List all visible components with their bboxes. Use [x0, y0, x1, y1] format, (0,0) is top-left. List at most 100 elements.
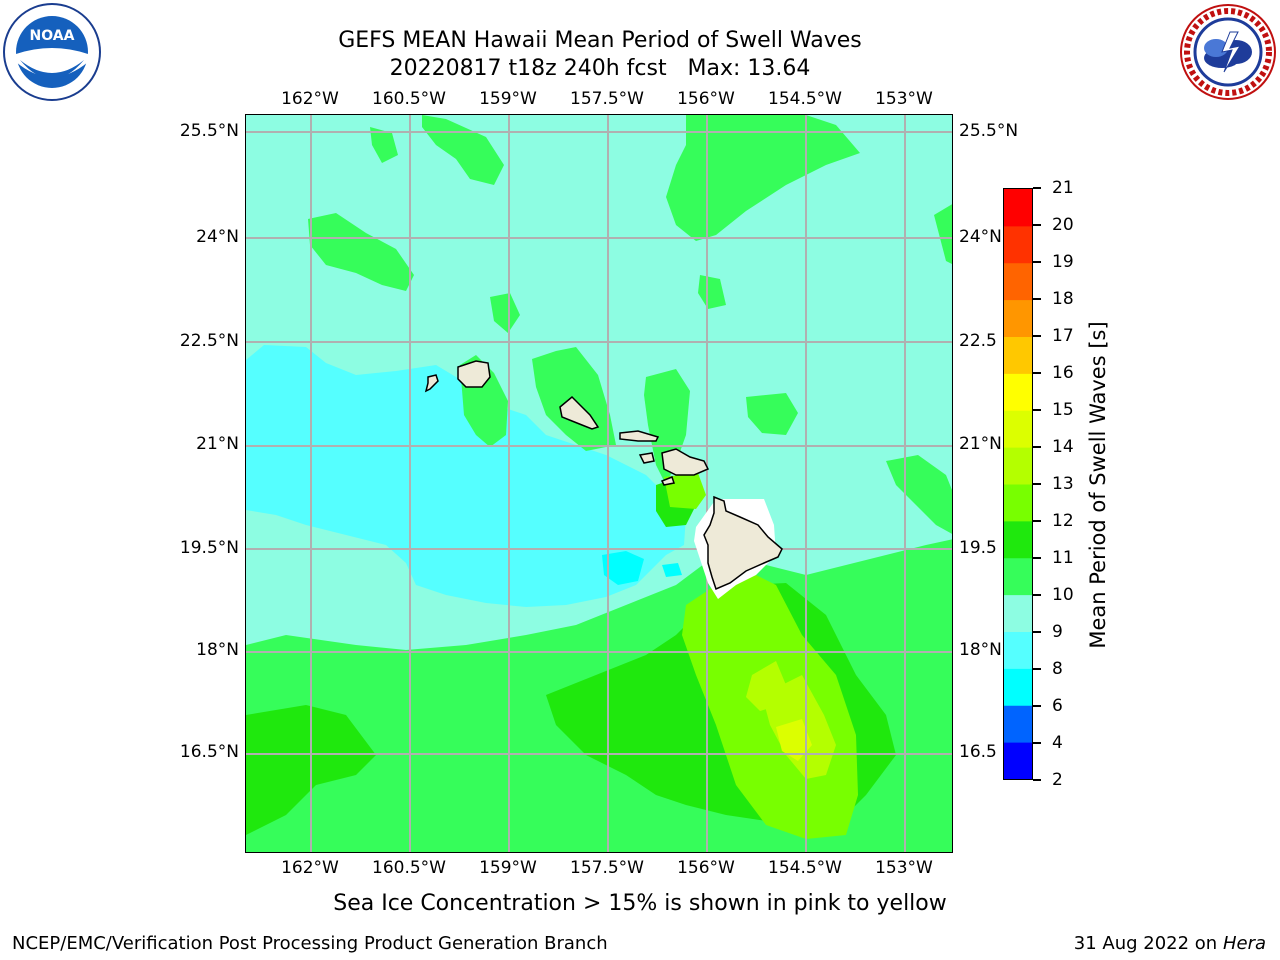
- colorbar-segment: [1004, 520, 1032, 559]
- colorbar-tick-label: 11: [1052, 548, 1074, 568]
- sea-ice-note: Sea Ice Concentration > 15% is shown in …: [333, 891, 947, 916]
- colorbar-tick-mark: [1033, 298, 1041, 300]
- region-period-12-13-b: [664, 473, 706, 509]
- region-period-10-11-north-c: [308, 213, 414, 291]
- colorbar-tick-mark: [1033, 483, 1041, 485]
- colorbar-tick-mark: [1033, 557, 1041, 559]
- footer-date-text: 31 Aug 2022 on: [1073, 933, 1218, 954]
- longitude-label-top: 154.5°W: [768, 89, 842, 109]
- colorbar-segment: [1004, 594, 1032, 632]
- colorbar-segment: [1004, 189, 1032, 227]
- region-period-10-11-east: [886, 455, 952, 534]
- colorbar-segment: [1004, 705, 1032, 743]
- island-molokai: [619, 430, 660, 442]
- latitude-label-left: 18°N: [196, 640, 239, 660]
- colorbar-tick-mark: [1033, 261, 1041, 263]
- colorbar-tick-label: 14: [1052, 437, 1074, 457]
- latitude-label-right: 19.5: [959, 538, 997, 558]
- colorbar-tick-mark: [1033, 742, 1041, 744]
- island-kauai: [457, 360, 491, 388]
- island-kahoolawe: [660, 476, 675, 486]
- colorbar-segment: [1004, 225, 1032, 264]
- noaa-logo-text: NOAA: [30, 28, 75, 44]
- chart-title-line2: 20220817 t18z 240h fcst Max: 13.64: [389, 56, 811, 81]
- colorbar-segment: [1004, 373, 1032, 411]
- colorbar-tick-label: 17: [1052, 326, 1074, 346]
- footer-host: Hera: [1222, 933, 1266, 954]
- colorbar-tick-label: 13: [1052, 474, 1074, 494]
- colorbar-segment: [1004, 410, 1032, 448]
- colorbar-tick-label: 4: [1052, 733, 1063, 753]
- longitude-label-top: 157.5°W: [570, 89, 644, 109]
- colorbar-tick-label: 19: [1052, 252, 1074, 272]
- longitude-label-top: 162°W: [281, 89, 339, 109]
- longitude-label-bottom: 162°W: [281, 858, 339, 878]
- colorbar-segment: [1004, 262, 1032, 301]
- colorbar-tick-mark: [1033, 594, 1041, 596]
- region-period-10-11-north-b: [666, 115, 860, 241]
- island-niihau: [424, 374, 439, 393]
- region-period-6-8-b: [662, 563, 682, 577]
- footer-date: 31 Aug 2022 on Hera: [1074, 933, 1266, 954]
- colorbar-tick-label: 2: [1052, 770, 1063, 790]
- region-period-10-11-north-g: [934, 204, 952, 264]
- latitude-label-right: 21°N: [959, 434, 1002, 454]
- longitude-label-bottom: 157.5°W: [570, 858, 644, 878]
- region-period-8-9: [246, 345, 686, 607]
- longitude-label-bottom: 154.5°W: [768, 858, 842, 878]
- latitude-label-right: 16.5: [959, 742, 997, 762]
- longitude-label-top: 159°W: [479, 89, 537, 109]
- latitude-label-left: 22.5°N: [179, 331, 239, 351]
- region-period-13-14-c: [776, 719, 812, 761]
- latitude-label-right: 24°N: [959, 227, 1002, 247]
- region-period-6-8: [602, 551, 644, 585]
- colorbar-tick-mark: [1033, 335, 1041, 337]
- colorbar-label: Mean Period of Swell Waves [s]: [1086, 321, 1110, 649]
- latitude-label-left: 24°N: [196, 227, 239, 247]
- map-panel[interactable]: [245, 114, 953, 853]
- hawaiian-islands: [424, 360, 710, 486]
- latitude-label-right: 18°N: [959, 640, 1002, 660]
- latitude-label-left: 19.5°N: [179, 538, 239, 558]
- island-maui: [661, 448, 710, 476]
- longitude-label-top: 156°W: [677, 89, 735, 109]
- colorbar-segment: [1004, 484, 1032, 522]
- colorbar-tick-label: 12: [1052, 511, 1074, 531]
- nws-logo-icon: [1180, 4, 1276, 100]
- map-gridlines: [246, 115, 952, 852]
- island-oahu: [559, 395, 600, 430]
- latitude-label-left: 21°N: [196, 434, 239, 454]
- colorbar-tick-label: 8: [1052, 659, 1063, 679]
- longitude-label-bottom: 159°W: [479, 858, 537, 878]
- colorbar-segment: [1004, 336, 1032, 374]
- colorbar-segment: [1004, 631, 1032, 669]
- region-period-10-11-central-d: [746, 393, 798, 435]
- colorbar-segment: [1004, 742, 1032, 779]
- island-hawaii: [703, 495, 783, 591]
- region-period-10-11-north-d: [370, 127, 398, 163]
- colorbar-tick-mark: [1033, 409, 1041, 411]
- longitude-label-top: 153°W: [875, 89, 933, 109]
- latitude-label-right: 22.5: [959, 331, 997, 351]
- longitude-label-bottom: 153°W: [875, 858, 933, 878]
- colorbar-tick-label: 15: [1052, 400, 1074, 420]
- colorbar-segment: [1004, 668, 1032, 706]
- colorbar-tick-mark: [1033, 705, 1041, 707]
- colorbar-tick-mark: [1033, 187, 1041, 189]
- colorbar-tick-label: 18: [1052, 289, 1074, 309]
- swell-period-map: [246, 115, 952, 852]
- colorbar-tick-label: 10: [1052, 585, 1074, 605]
- latitude-label-right: 25.5°N: [959, 121, 1019, 141]
- latitude-label-left: 16.5°N: [179, 742, 239, 762]
- colorbar: [1003, 188, 1033, 780]
- colorbar-tick-mark: [1033, 520, 1041, 522]
- colorbar-tick-mark: [1033, 224, 1041, 226]
- colorbar-tick-mark: [1033, 372, 1041, 374]
- colorbar-segment: [1004, 447, 1032, 485]
- chart-title-line1: GEFS MEAN Hawaii Mean Period of Swell Wa…: [338, 28, 862, 53]
- footer-credit: NCEP/EMC/Verification Post Processing Pr…: [12, 933, 608, 954]
- colorbar-tick-mark: [1033, 779, 1041, 781]
- island-lanai: [638, 452, 655, 464]
- longitude-label-bottom: 160.5°W: [372, 858, 446, 878]
- colorbar-segment: [1004, 299, 1032, 337]
